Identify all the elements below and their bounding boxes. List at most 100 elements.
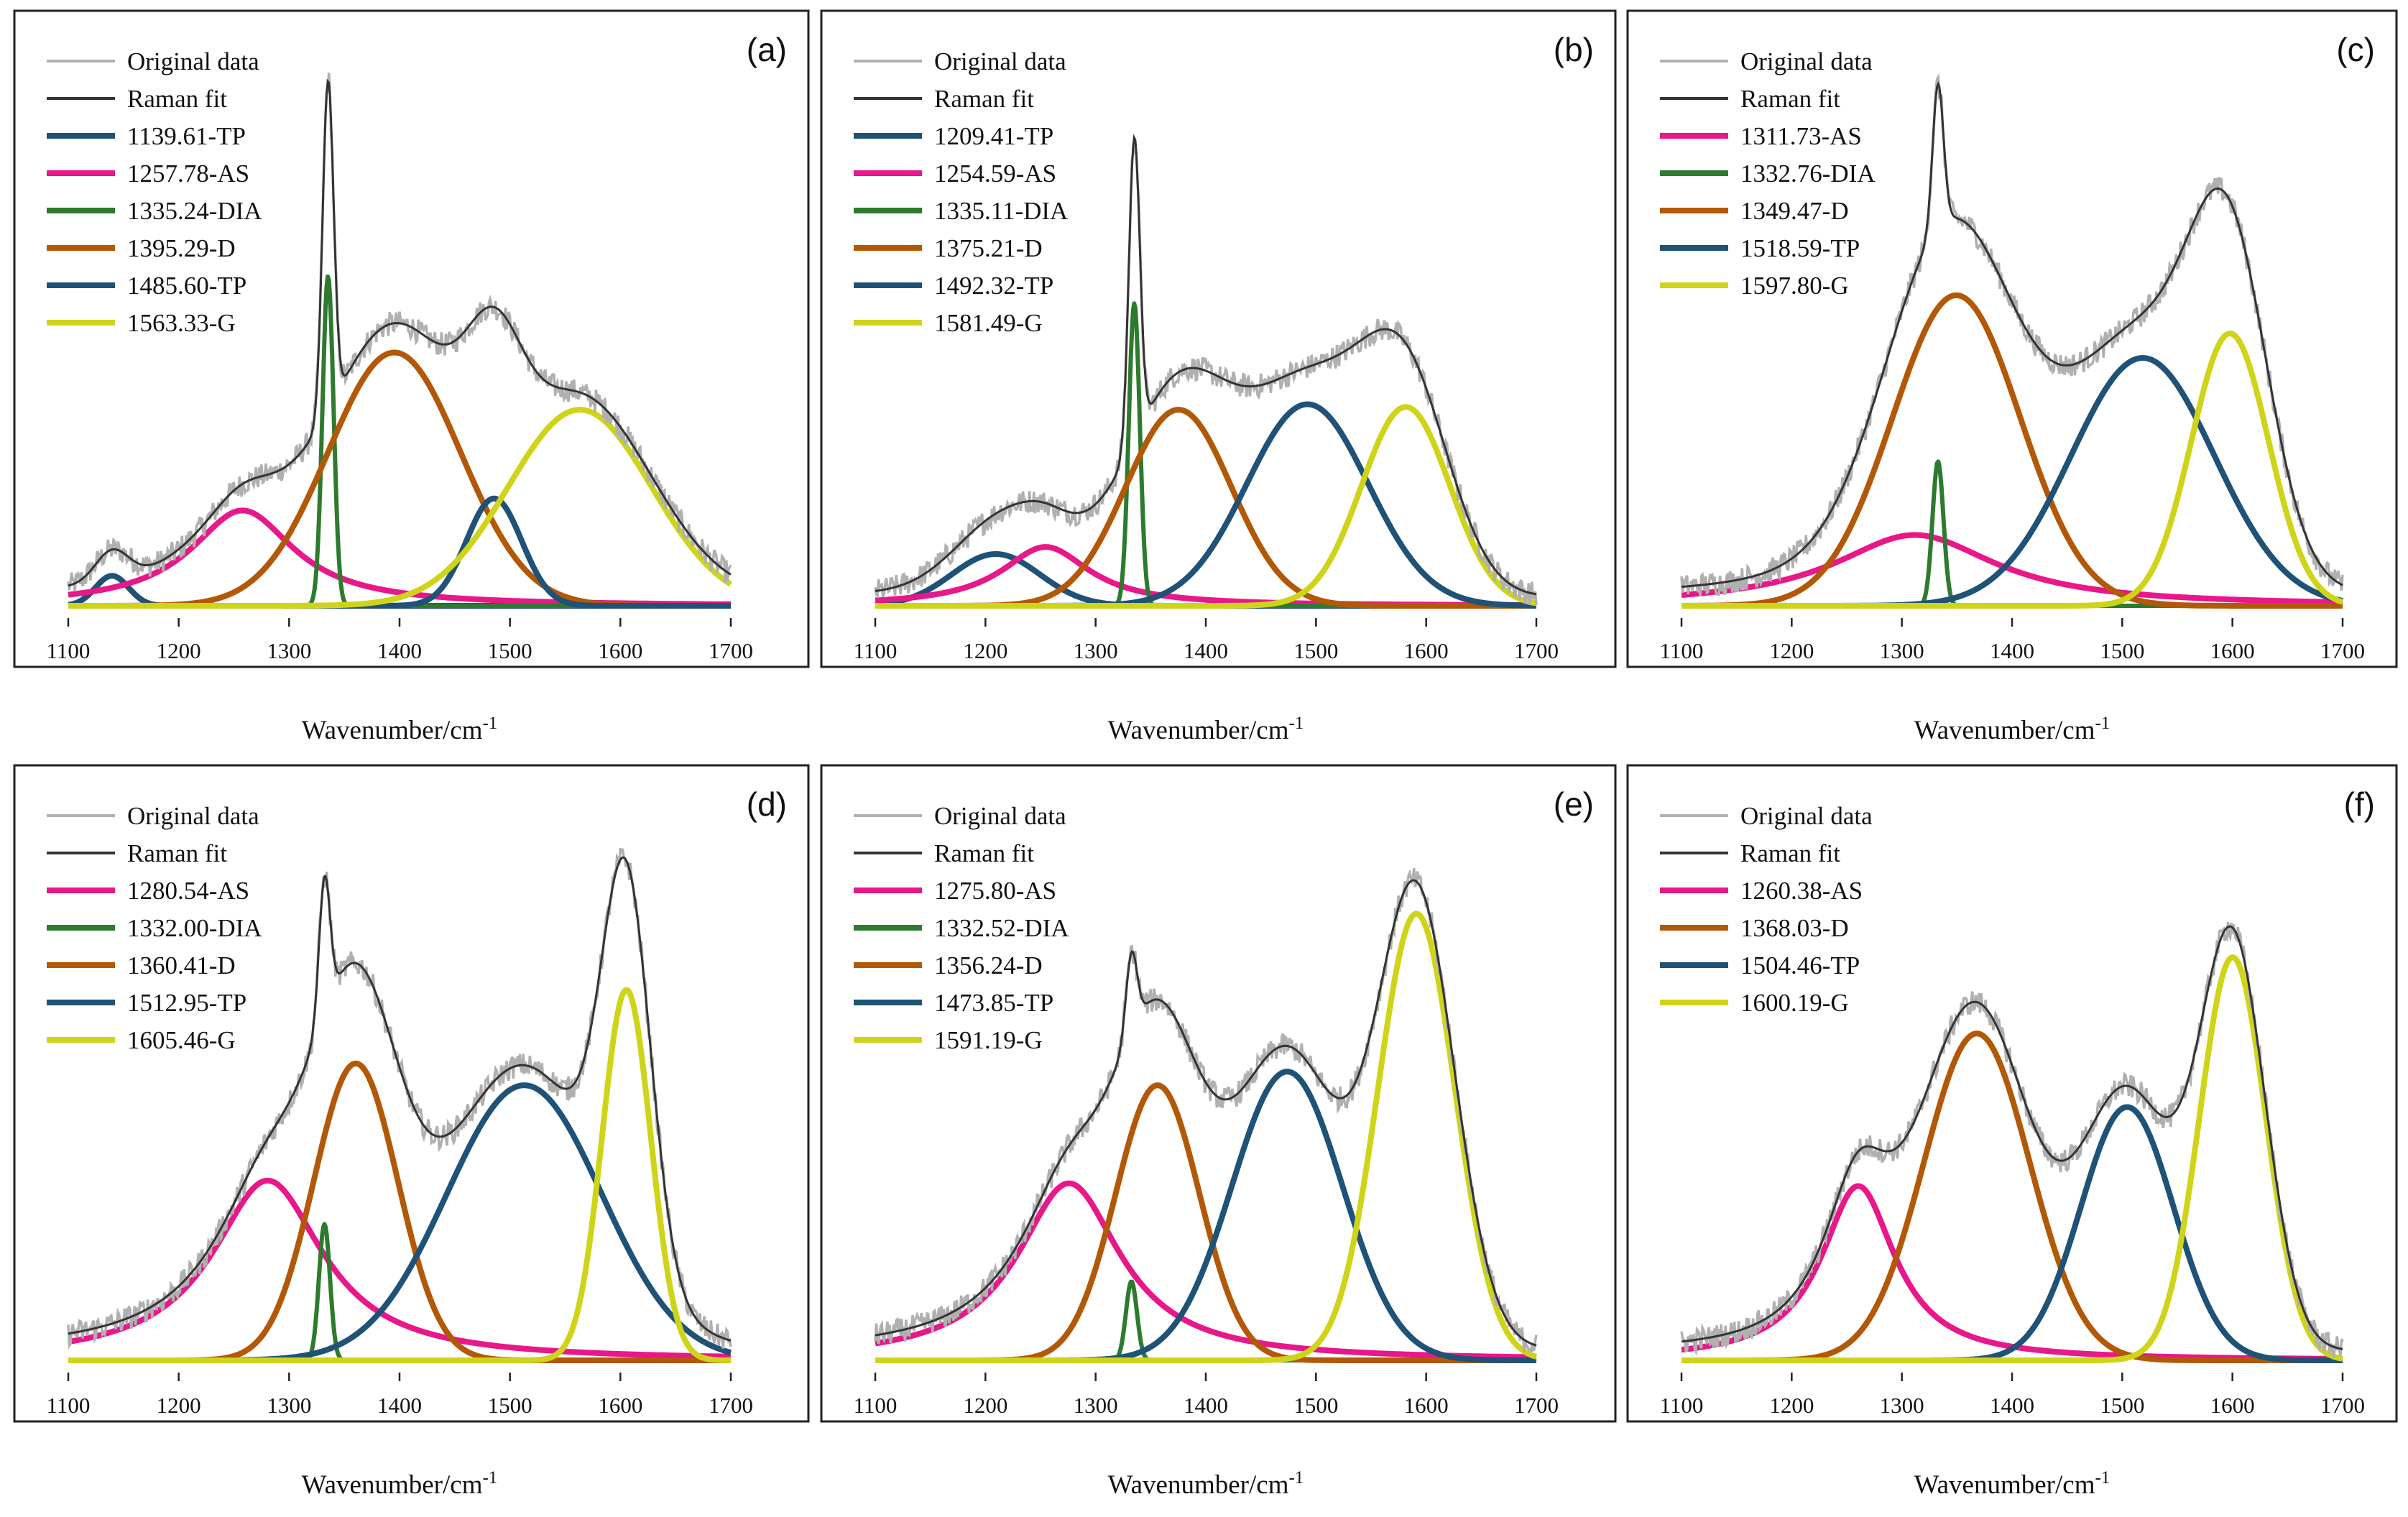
legend-g-label: 1563.33-G [127,309,236,337]
panel-f: 1100 1200 1300 1400 1500 1600 1700 Wavenumber/c… [1626,764,2398,1500]
x-tick-label: 1600 [1404,1393,1449,1418]
peak-curve-g-4 [1679,331,2345,609]
raman-fit-curve [68,856,732,1342]
legend-tp-label: 1209.41-TP [934,122,1053,150]
x-axis-label: Wavenumber/cm-1 [1108,714,1304,745]
legend-raman-fit-label: Raman fit [1740,839,1840,867]
legend-as-label: 1280.54-AS [127,877,249,905]
legend-dia-label: 1335.11-DIA [934,197,1069,225]
x-tick-label: 1500 [488,1393,532,1418]
legend-tp-label: 1485.60-TP [127,272,246,300]
legend-g-label: 1605.46-G [127,1026,236,1054]
peak-curve-d-2 [873,1082,1539,1363]
panel-letter: (d) [747,785,787,823]
x-tick-label: 1500 [2100,1393,2144,1418]
x-tick-label: 1200 [1769,638,1814,663]
x-tick-label: 1700 [2320,1393,2365,1418]
legend-dia-label: 1332.76-DIA [1740,160,1876,188]
panel-frame [820,764,1617,1423]
panel-letter: (c) [2336,31,2375,68]
legend-d-label: 1395.29-D [127,234,236,262]
x-tick-label: 1600 [598,1393,642,1418]
x-axis-label-base: Wavenumber/cm [1914,716,2095,745]
x-tick-label: 1100 [47,1393,91,1418]
x-tick-label: 1100 [854,1393,898,1418]
x-tick-label: 1400 [1990,1393,2034,1418]
legend-original-data-label: Original data [1740,802,1873,830]
legend-as-label: 1260.38-AS [1740,877,1863,905]
x-axis-label: Wavenumber/cm-1 [1914,1468,2111,1500]
original-data-curve [874,868,1538,1354]
panel-e: 1100 1200 1300 1400 1500 1600 1700 Wavenumber/c… [820,764,1617,1500]
x-tick-label: 1700 [2320,638,2365,663]
legend-dia-label: 1332.00-DIA [127,914,262,942]
x-axis-label-sup: -1 [1288,714,1304,733]
peak-curve-g-5 [873,404,1539,609]
legend-tp-label: 1518.59-TP [1740,234,1860,262]
panel-b: 1100 1200 1300 1400 1500 1600 1700 Wavenumber/c… [820,9,1617,745]
raman-fit-curve [68,78,732,587]
legend-raman-fit-label: Raman fit [127,839,227,867]
x-axis-label-sup: -1 [482,1468,497,1488]
x-axis-label: Wavenumber/cm-1 [1108,1468,1304,1500]
legend-tp-label: 1512.95-TP [127,989,246,1017]
peak-curve-g-4 [873,910,1539,1363]
x-tick-label: 1100 [1660,1393,1704,1418]
panel-letter: (f) [2344,785,2375,823]
legend-g-label: 1597.80-G [1740,272,1849,300]
peak-curve-tp-2 [1679,1104,2345,1363]
raman-fit-curve [1681,925,2343,1350]
x-axis-label: Wavenumber/cm-1 [302,1468,498,1500]
legend-tp-label: 1139.61-TP [127,122,246,150]
panel-frame [1626,764,2398,1423]
x-axis-label: Wavenumber/cm-1 [302,714,498,745]
x-tick-label: 1600 [598,638,642,663]
legend-as-label: 1311.73-AS [1740,122,1862,150]
x-axis-label-sup: -1 [482,714,497,733]
legend-tp-label: 1492.32-TP [934,272,1053,300]
panel-frame [820,9,1617,668]
x-tick-label: 1400 [377,638,422,663]
x-tick-label: 1500 [2100,638,2144,663]
legend-d-label: 1375.21-D [934,234,1043,262]
x-axis-label-base: Wavenumber/cm [1108,1470,1289,1500]
x-tick-label: 1700 [1514,1393,1559,1418]
legend-raman-fit-label: Raman fit [127,85,227,113]
x-tick-label: 1100 [854,638,898,663]
x-tick-label: 1700 [1514,638,1559,663]
legend-d-label: 1360.41-D [127,951,236,979]
legend-original-data-label: Original data [934,802,1066,830]
legend-d-label: 1349.47-D [1740,197,1849,225]
x-tick-label: 1500 [1293,1393,1338,1418]
x-axis-label-sup: -1 [1288,1468,1304,1488]
panel-c: 1100 1200 1300 1400 1500 1600 1700 Wavenumber/c… [1626,9,2398,745]
legend-g-label: 1600.19-G [1740,989,1849,1017]
x-axis-label: Wavenumber/cm-1 [1914,714,2111,745]
x-axis-label-base: Wavenumber/cm [1108,716,1289,745]
peak-curve-d-3 [873,407,1539,609]
x-tick-label: 1300 [1074,638,1118,663]
legend-g-label: 1591.19-G [934,1026,1043,1054]
x-tick-label: 1200 [1769,1393,1814,1418]
x-axis-label-base: Wavenumber/cm [1914,1470,2095,1500]
panel-frame [13,764,810,1423]
x-tick-label: 1400 [377,1393,422,1418]
x-tick-label: 1300 [267,638,311,663]
legend-as-label: 1275.80-AS [934,877,1056,905]
x-tick-label: 1200 [157,1393,201,1418]
legend-raman-fit-label: Raman fit [934,839,1034,867]
legend-d-label: 1356.24-D [934,951,1043,979]
peak-curve-d-2 [66,1060,733,1363]
peak-curve-g-3 [1679,954,2345,1363]
x-axis-label-base: Wavenumber/cm [302,1470,483,1500]
x-tick-label: 1400 [1990,638,2034,663]
legend-as-label: 1257.78-AS [127,160,249,188]
panel-frame [13,9,810,668]
peak-curve-as-0 [1679,1183,2345,1362]
x-tick-label: 1100 [47,638,91,663]
x-tick-label: 1100 [1660,638,1704,663]
peak-curve-g-4 [66,987,733,1363]
legend-original-data-label: Original data [934,47,1066,75]
